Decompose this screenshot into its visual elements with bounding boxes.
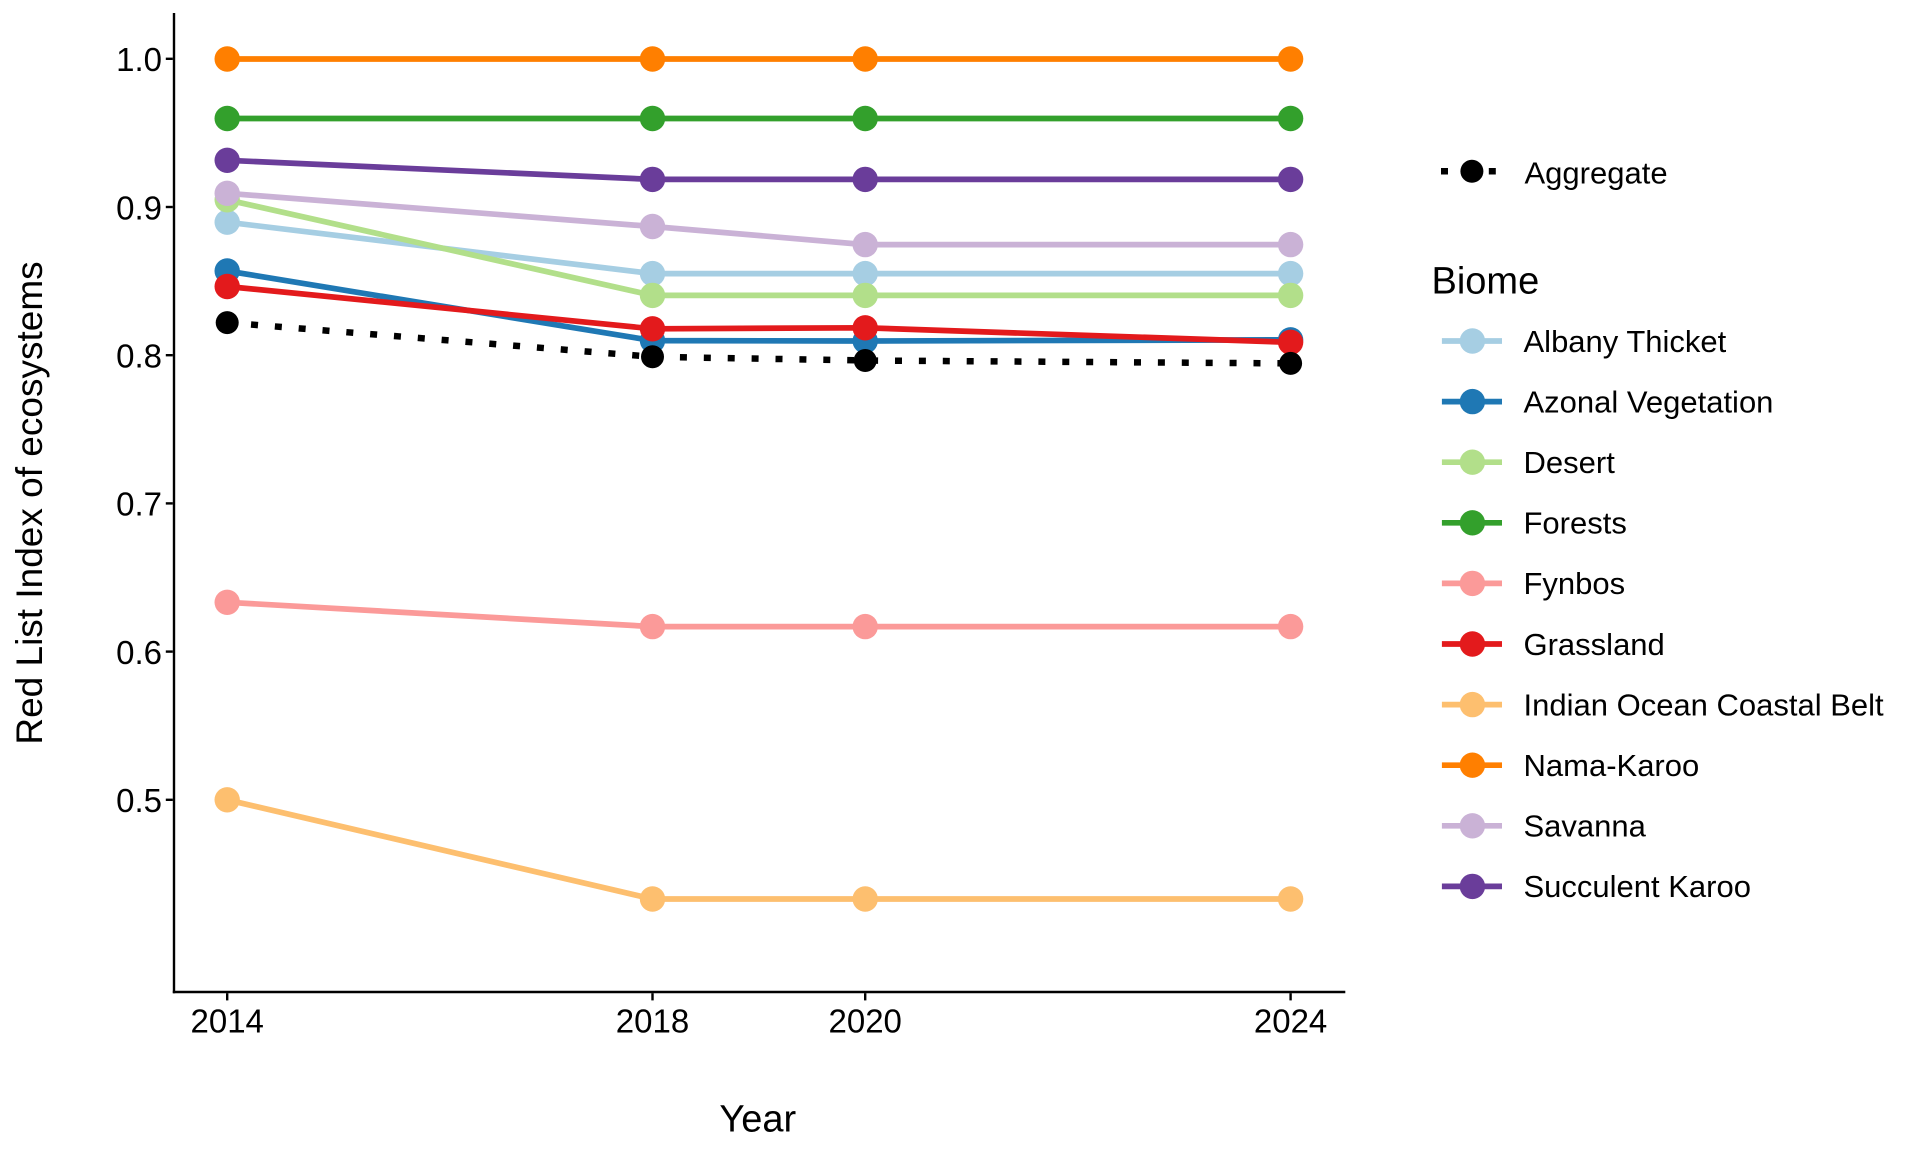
svg-text:Azonal Vegetation: Azonal Vegetation	[1524, 384, 1774, 419]
svg-text:Succulent Karoo: Succulent Karoo	[1524, 869, 1751, 904]
svg-text:1.0: 1.0	[116, 41, 162, 78]
svg-text:Red List Index of ecosystems: Red List Index of ecosystems	[9, 261, 50, 744]
svg-text:0.7: 0.7	[116, 486, 162, 523]
svg-text:2024: 2024	[1254, 1002, 1327, 1039]
svg-text:2020: 2020	[828, 1002, 901, 1039]
svg-text:0.5: 0.5	[116, 782, 162, 819]
svg-text:Grassland: Grassland	[1524, 627, 1665, 662]
svg-text:Nama-Karoo: Nama-Karoo	[1524, 748, 1700, 783]
svg-text:Biome: Biome	[1432, 261, 1540, 303]
svg-text:Savanna: Savanna	[1524, 809, 1647, 844]
svg-text:2018: 2018	[616, 1002, 689, 1039]
svg-text:Albany Thicket: Albany Thicket	[1524, 324, 1727, 359]
svg-text:Year: Year	[719, 1099, 796, 1141]
svg-text:Indian Ocean Coastal Belt: Indian Ocean Coastal Belt	[1524, 687, 1885, 722]
svg-text:Aggregate: Aggregate	[1525, 156, 1668, 191]
svg-text:Fynbos: Fynbos	[1524, 566, 1626, 601]
svg-text:0.8: 0.8	[116, 338, 162, 375]
svg-text:0.6: 0.6	[116, 634, 162, 671]
svg-text:Forests: Forests	[1524, 506, 1627, 541]
svg-text:Desert: Desert	[1524, 445, 1616, 480]
svg-text:0.9: 0.9	[116, 189, 162, 226]
svg-text:2014: 2014	[190, 1002, 263, 1039]
